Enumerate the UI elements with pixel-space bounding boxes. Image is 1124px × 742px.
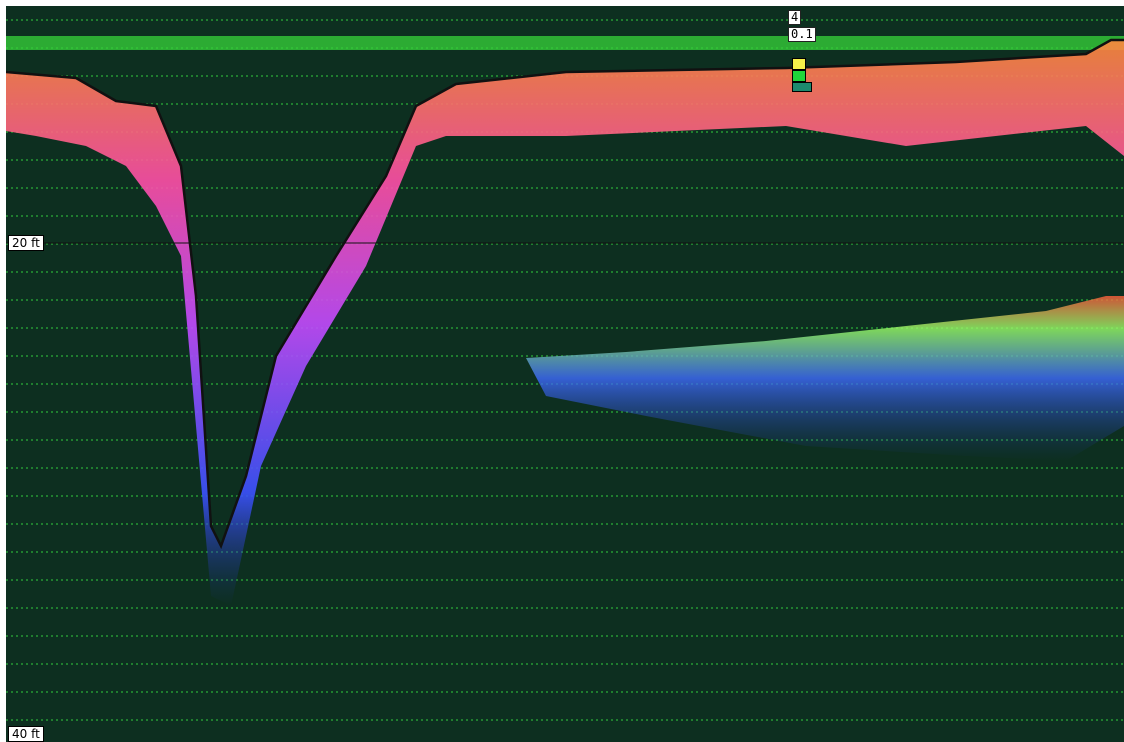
sonar-echogram [6,19,1124,721]
color-scale-cursor-icon[interactable] [792,70,806,82]
readout-top-value: 4 [788,10,802,25]
depth-label-20ft: 20 ft [8,235,44,251]
color-scale-cursor-icon[interactable] [792,58,806,70]
bottom-echo-band [6,40,1124,606]
depth-label-40ft: 40 ft [8,726,44,742]
thermocline-layer [526,296,1124,461]
bottom-contour-line [6,38,1124,550]
sonar-display[interactable]: 20 ft 40 ft 4 0.1 [6,6,1124,742]
noise-rows [6,19,1124,721]
readout-bottom-value: 0.1 [788,27,816,42]
color-scale-cursor-icon[interactable] [792,82,812,92]
surface-band [6,36,1124,50]
